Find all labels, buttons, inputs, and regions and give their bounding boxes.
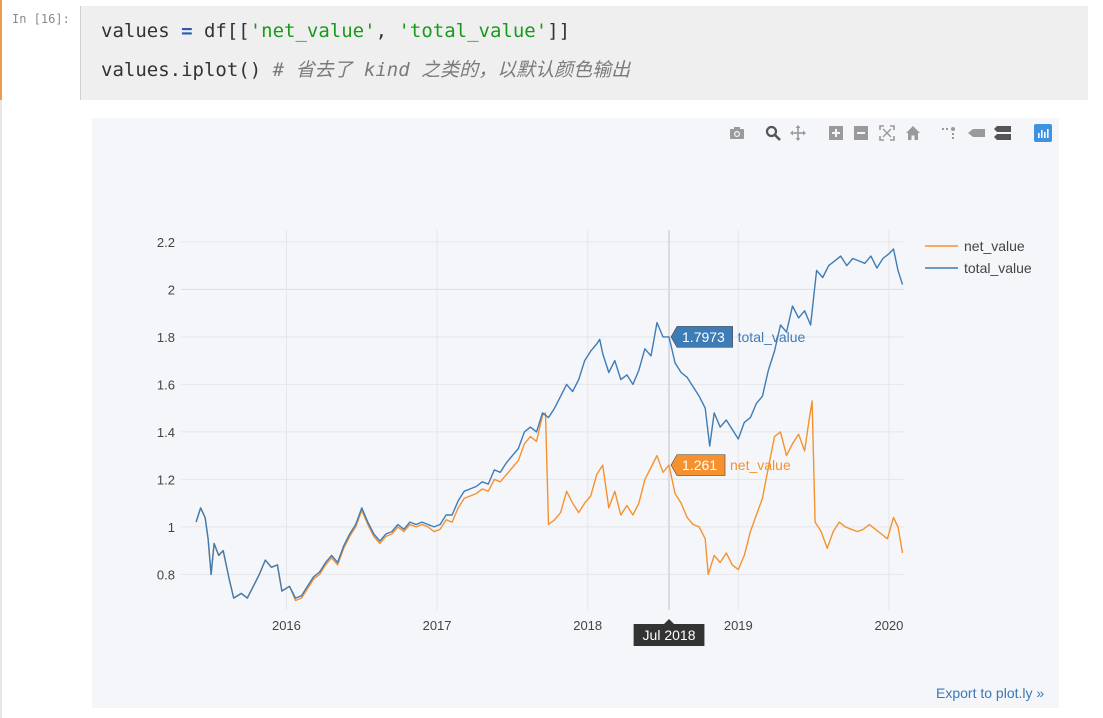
reset-axes-icon[interactable]	[904, 124, 922, 142]
legend[interactable]: net_value total_value	[925, 238, 1032, 276]
y-tick-label: 2.2	[157, 235, 175, 250]
code-token: values	[101, 20, 182, 42]
code-line-2: values.iplot() # 省去了 kind 之类的，以默认颜色输出	[101, 55, 630, 82]
hover-closest-icon[interactable]	[968, 124, 986, 142]
y-tick-label: 1	[168, 520, 175, 535]
y-tick-label: 1.6	[157, 377, 175, 392]
hover-label-total-value: 1.7973	[682, 329, 725, 345]
line-chart[interactable]: 0.8 1 1.2 1.4 1.6 1.8 2 2.2 2016 2017 2018 2019 2020…	[92, 118, 1059, 708]
code-line-1: values = df[['net_value', 'total_value']…	[101, 20, 570, 42]
x-tick-label: 2016	[272, 618, 301, 633]
y-tick-label: 1.2	[157, 472, 175, 487]
code-string: 'net_value'	[249, 20, 376, 42]
hover-compare-icon[interactable]	[994, 124, 1012, 142]
hover-label-net-value: 1.261	[682, 457, 717, 473]
x-tick-label: 2020	[874, 618, 903, 633]
zoom-in-icon[interactable]	[827, 124, 845, 142]
code-string: 'total_value'	[398, 20, 548, 42]
hover-labels: 1.7973 total_value 1.261 net_value Jul 2018	[633, 326, 806, 646]
hover-x-label: Jul 2018	[643, 627, 696, 643]
code-comment: # 省去了 kind 之类的，以默认颜色输出	[272, 59, 631, 81]
x-tick-label: 2017	[423, 618, 452, 633]
export-to-plotly-link[interactable]: Export to plot.ly »	[936, 685, 1045, 701]
code-token: df[[	[192, 20, 250, 42]
y-tick-label: 1.4	[157, 425, 175, 440]
code-token: ,	[375, 20, 399, 42]
zoom-out-icon[interactable]	[852, 124, 870, 142]
autoscale-icon[interactable]	[878, 124, 896, 142]
x-tick-label: 2019	[724, 618, 753, 633]
camera-icon[interactable]	[728, 124, 746, 142]
series-lines	[195, 248, 904, 602]
hover-label-total-value-box	[670, 326, 733, 348]
legend-label-net-value[interactable]: net_value	[964, 238, 1025, 254]
hover-label-total-value-series-name: total_value	[738, 329, 806, 345]
hover-label-net-value-box	[670, 454, 726, 476]
y-tick-label: 1.8	[157, 330, 175, 345]
hover-label-net-value-series-name: net_value	[730, 457, 791, 473]
code-token: ]]	[547, 20, 571, 42]
pan-icon[interactable]	[789, 124, 807, 142]
plotly-logo-icon[interactable]	[1034, 124, 1052, 142]
grid	[181, 230, 904, 610]
spike-lines-icon[interactable]	[940, 124, 958, 142]
axis-ticks: 0.8 1 1.2 1.4 1.6 1.8 2 2.2 2016 2017 2018 2019 2020	[157, 235, 903, 633]
y-tick-label: 2	[168, 282, 175, 297]
legend-label-total-value[interactable]: total_value	[964, 260, 1032, 276]
output-border	[0, 100, 2, 718]
x-tick-label: 2018	[573, 618, 602, 633]
y-tick-label: 0.8	[157, 567, 175, 582]
zoom-icon[interactable]	[764, 124, 782, 142]
input-prompt: In [16]:	[12, 12, 70, 26]
series-line-net-value	[195, 400, 904, 602]
code-input-area[interactable]: values = df[['net_value', 'total_value']…	[80, 6, 1088, 100]
code-operator: =	[181, 20, 193, 42]
hover-x-label-box	[633, 619, 705, 646]
series-line-total-value	[195, 248, 904, 599]
code-token: values.iplot()	[101, 59, 273, 81]
plot-container[interactable]: 0.8 1 1.2 1.4 1.6 1.8 2 2.2 2016 2017 2018 2019 2020…	[92, 118, 1059, 708]
